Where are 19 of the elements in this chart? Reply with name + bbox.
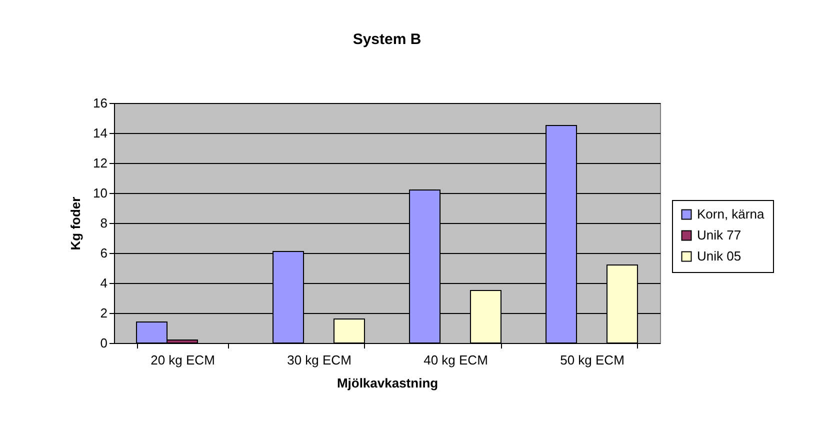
y-tick-label: 14 (93, 126, 108, 140)
y-tick-label: 8 (100, 216, 108, 230)
y-axis-title: Kg foder (68, 196, 84, 250)
x-axis-title: Mjölkavkastning (336, 376, 438, 390)
x-tick-label: 30 kg ECM (287, 352, 352, 368)
y-tick-label: 2 (100, 306, 108, 320)
x-tick-label: 40 kg ECM (424, 352, 488, 368)
x-tick-label: 20 kg ECM (150, 352, 215, 368)
y-tick-label: 12 (93, 156, 108, 170)
chart-title: System B (352, 31, 422, 48)
y-tick-label: 4 (100, 276, 108, 290)
legend-label: Korn, kärna (697, 206, 765, 222)
y-tick-label: 10 (93, 186, 108, 200)
y-tick-label: 16 (93, 96, 108, 110)
legend-label: Unik 77 (697, 228, 742, 242)
legend-label: Unik 05 (697, 248, 742, 264)
y-tick-label: 6 (100, 246, 108, 260)
x-tick-label: 50 kg ECM (560, 352, 624, 368)
y-tick-label: 0 (100, 336, 108, 350)
